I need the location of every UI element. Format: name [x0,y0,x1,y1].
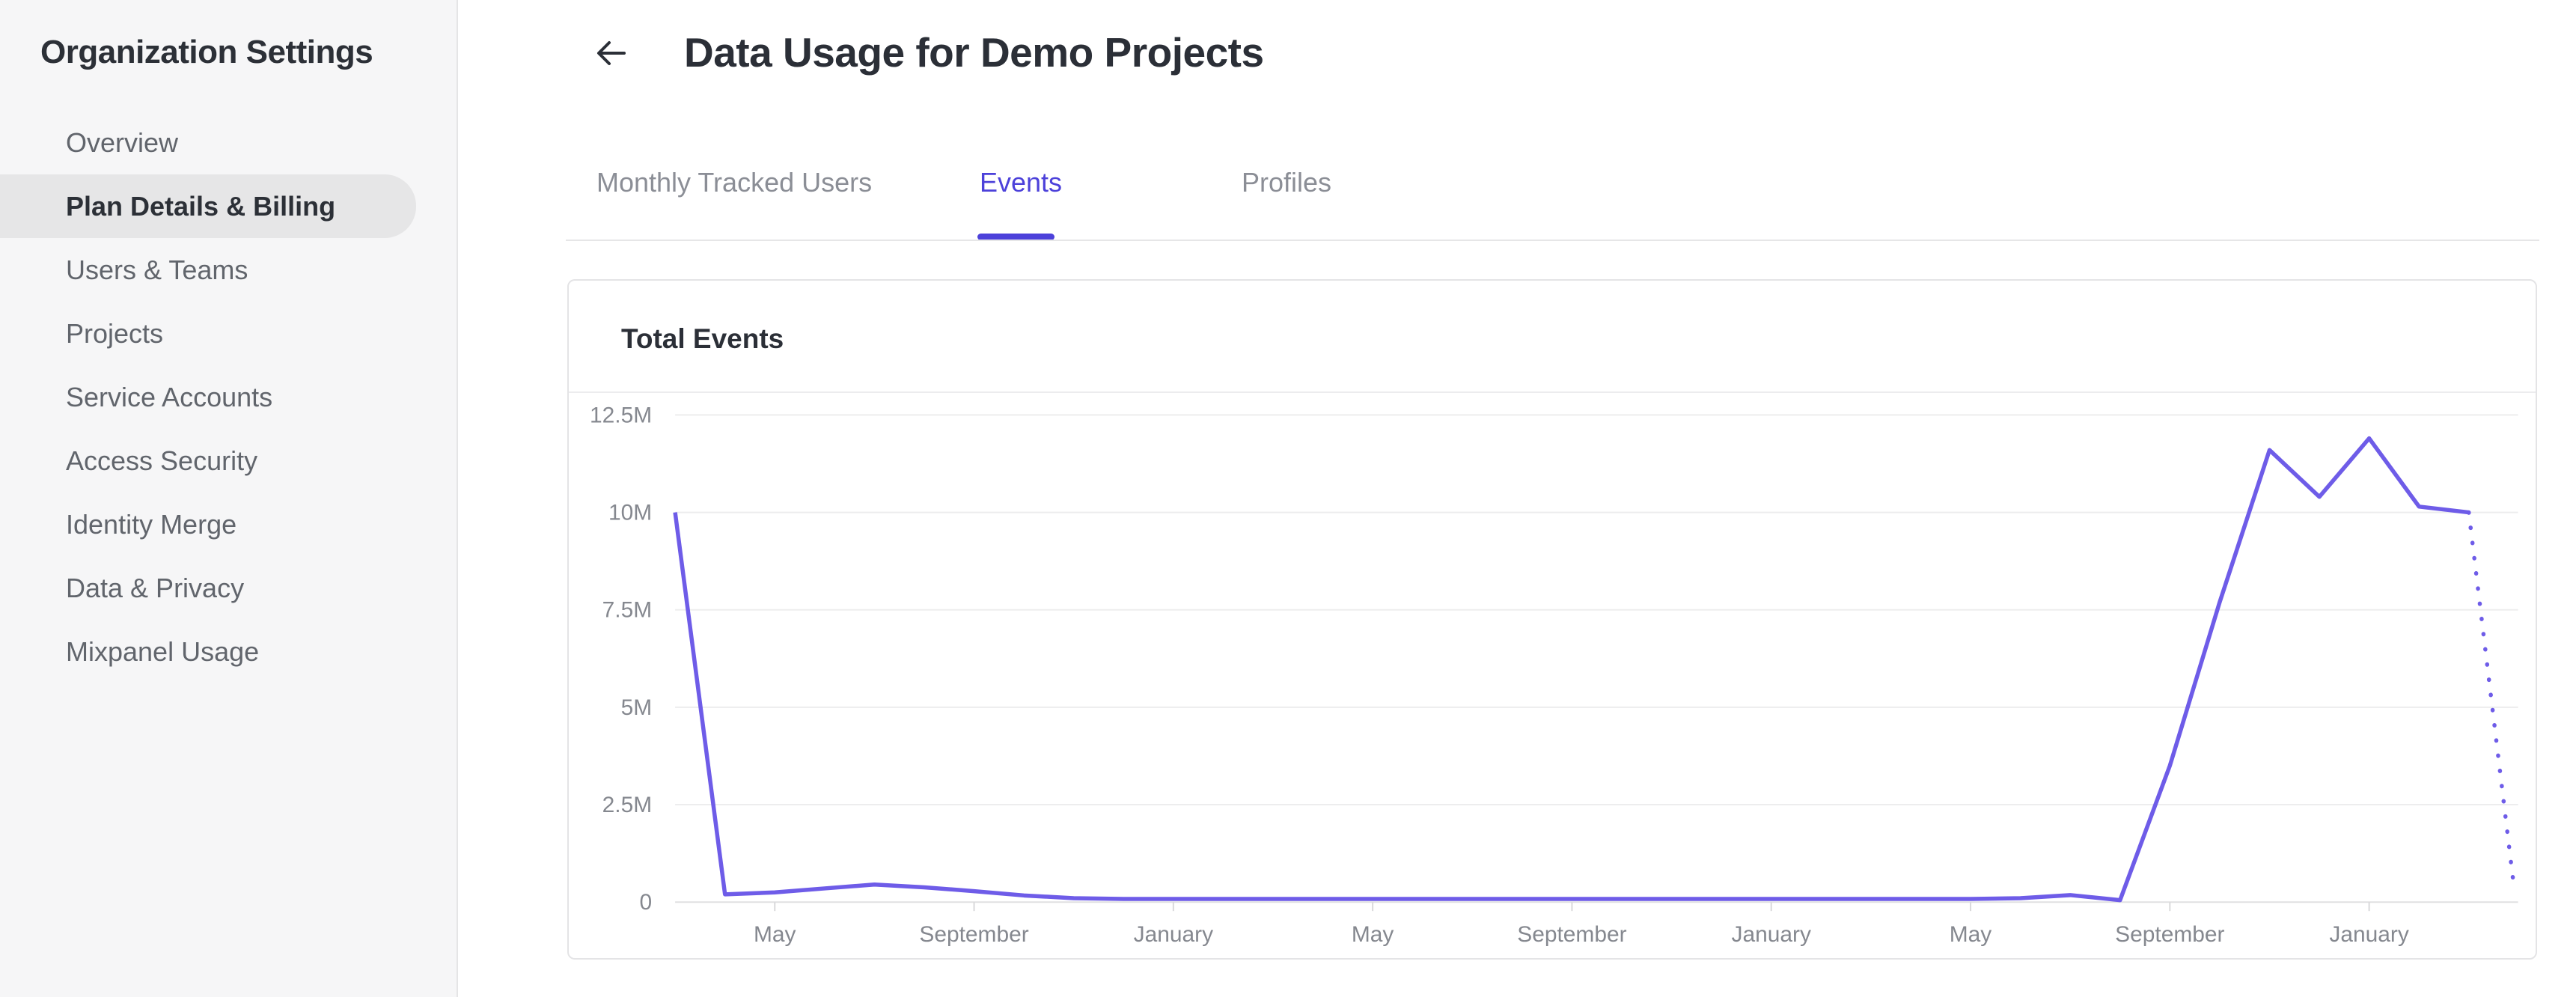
x-axis-label: May [1950,922,1992,947]
sidebar-item-identity-merge[interactable]: Identity Merge [66,509,237,540]
x-axis-label: January [1732,922,1811,947]
tabs-divider [566,240,2539,241]
sidebar-item-access-security[interactable]: Access Security [66,445,258,476]
sidebar-item-users-teams[interactable]: Users & Teams [66,254,248,285]
tab-profiles[interactable]: Profiles [1242,167,1332,198]
sidebar-item-overview[interactable]: Overview [66,127,179,158]
x-axis-label: May [754,922,796,947]
tab-events[interactable]: Events [980,167,1063,198]
y-axis-label: 5M [621,695,653,720]
x-axis-label: January [2329,922,2408,947]
y-axis-label: 7.5M [602,598,653,623]
x-axis-label: September [919,922,1028,947]
sidebar: Organization Settings Overview Plan Deta… [0,0,458,997]
x-axis-label: January [1134,922,1213,947]
card-header: Total Events [569,281,2536,393]
sidebar-item-mixpanel-usage[interactable]: Mixpanel Usage [66,636,260,667]
sidebar-item-data-privacy[interactable]: Data & Privacy [66,573,245,603]
back-button[interactable] [590,31,635,76]
sidebar-item-projects[interactable]: Projects [66,318,164,349]
y-axis-label: 12.5M [590,403,652,427]
y-axis-label: 2.5M [602,793,653,817]
x-axis-label: September [1517,922,1626,947]
usage-line [673,436,2470,903]
active-tab-indicator [977,234,1054,240]
total-events-chart: 12.5M 10M 7.5M 5M 2.5M 0 May September January Ma… [569,393,2536,960]
card-title: Total Events [621,323,784,354]
line-chart-canvas: 12.5M 10M 7.5M 5M 2.5M 0 May September January Ma… [590,403,2518,947]
projected-usage-line [2467,510,2516,887]
page-title: Data Usage for Demo Projects [684,29,1264,76]
total-events-card: Total Events 12.5M 10M 7.5M 5M 2.5M 0 May Septe… [567,279,2537,960]
y-axis-label: 10M [608,501,652,525]
sidebar-title: Organization Settings [40,34,373,70]
y-axis-label: 0 [640,890,653,915]
sidebar-item-service-accounts[interactable]: Service Accounts [66,382,273,412]
sidebar-nav: Overview Plan Details & Billing Users & … [0,111,458,683]
back-arrow-icon [591,40,633,76]
tab-monthly-tracked-users[interactable]: Monthly Tracked Users [596,167,873,198]
x-axis-label: September [2115,922,2224,947]
sidebar-item-plan-details-billing[interactable]: Plan Details & Billing [0,174,416,238]
x-axis-label: May [1352,922,1394,947]
